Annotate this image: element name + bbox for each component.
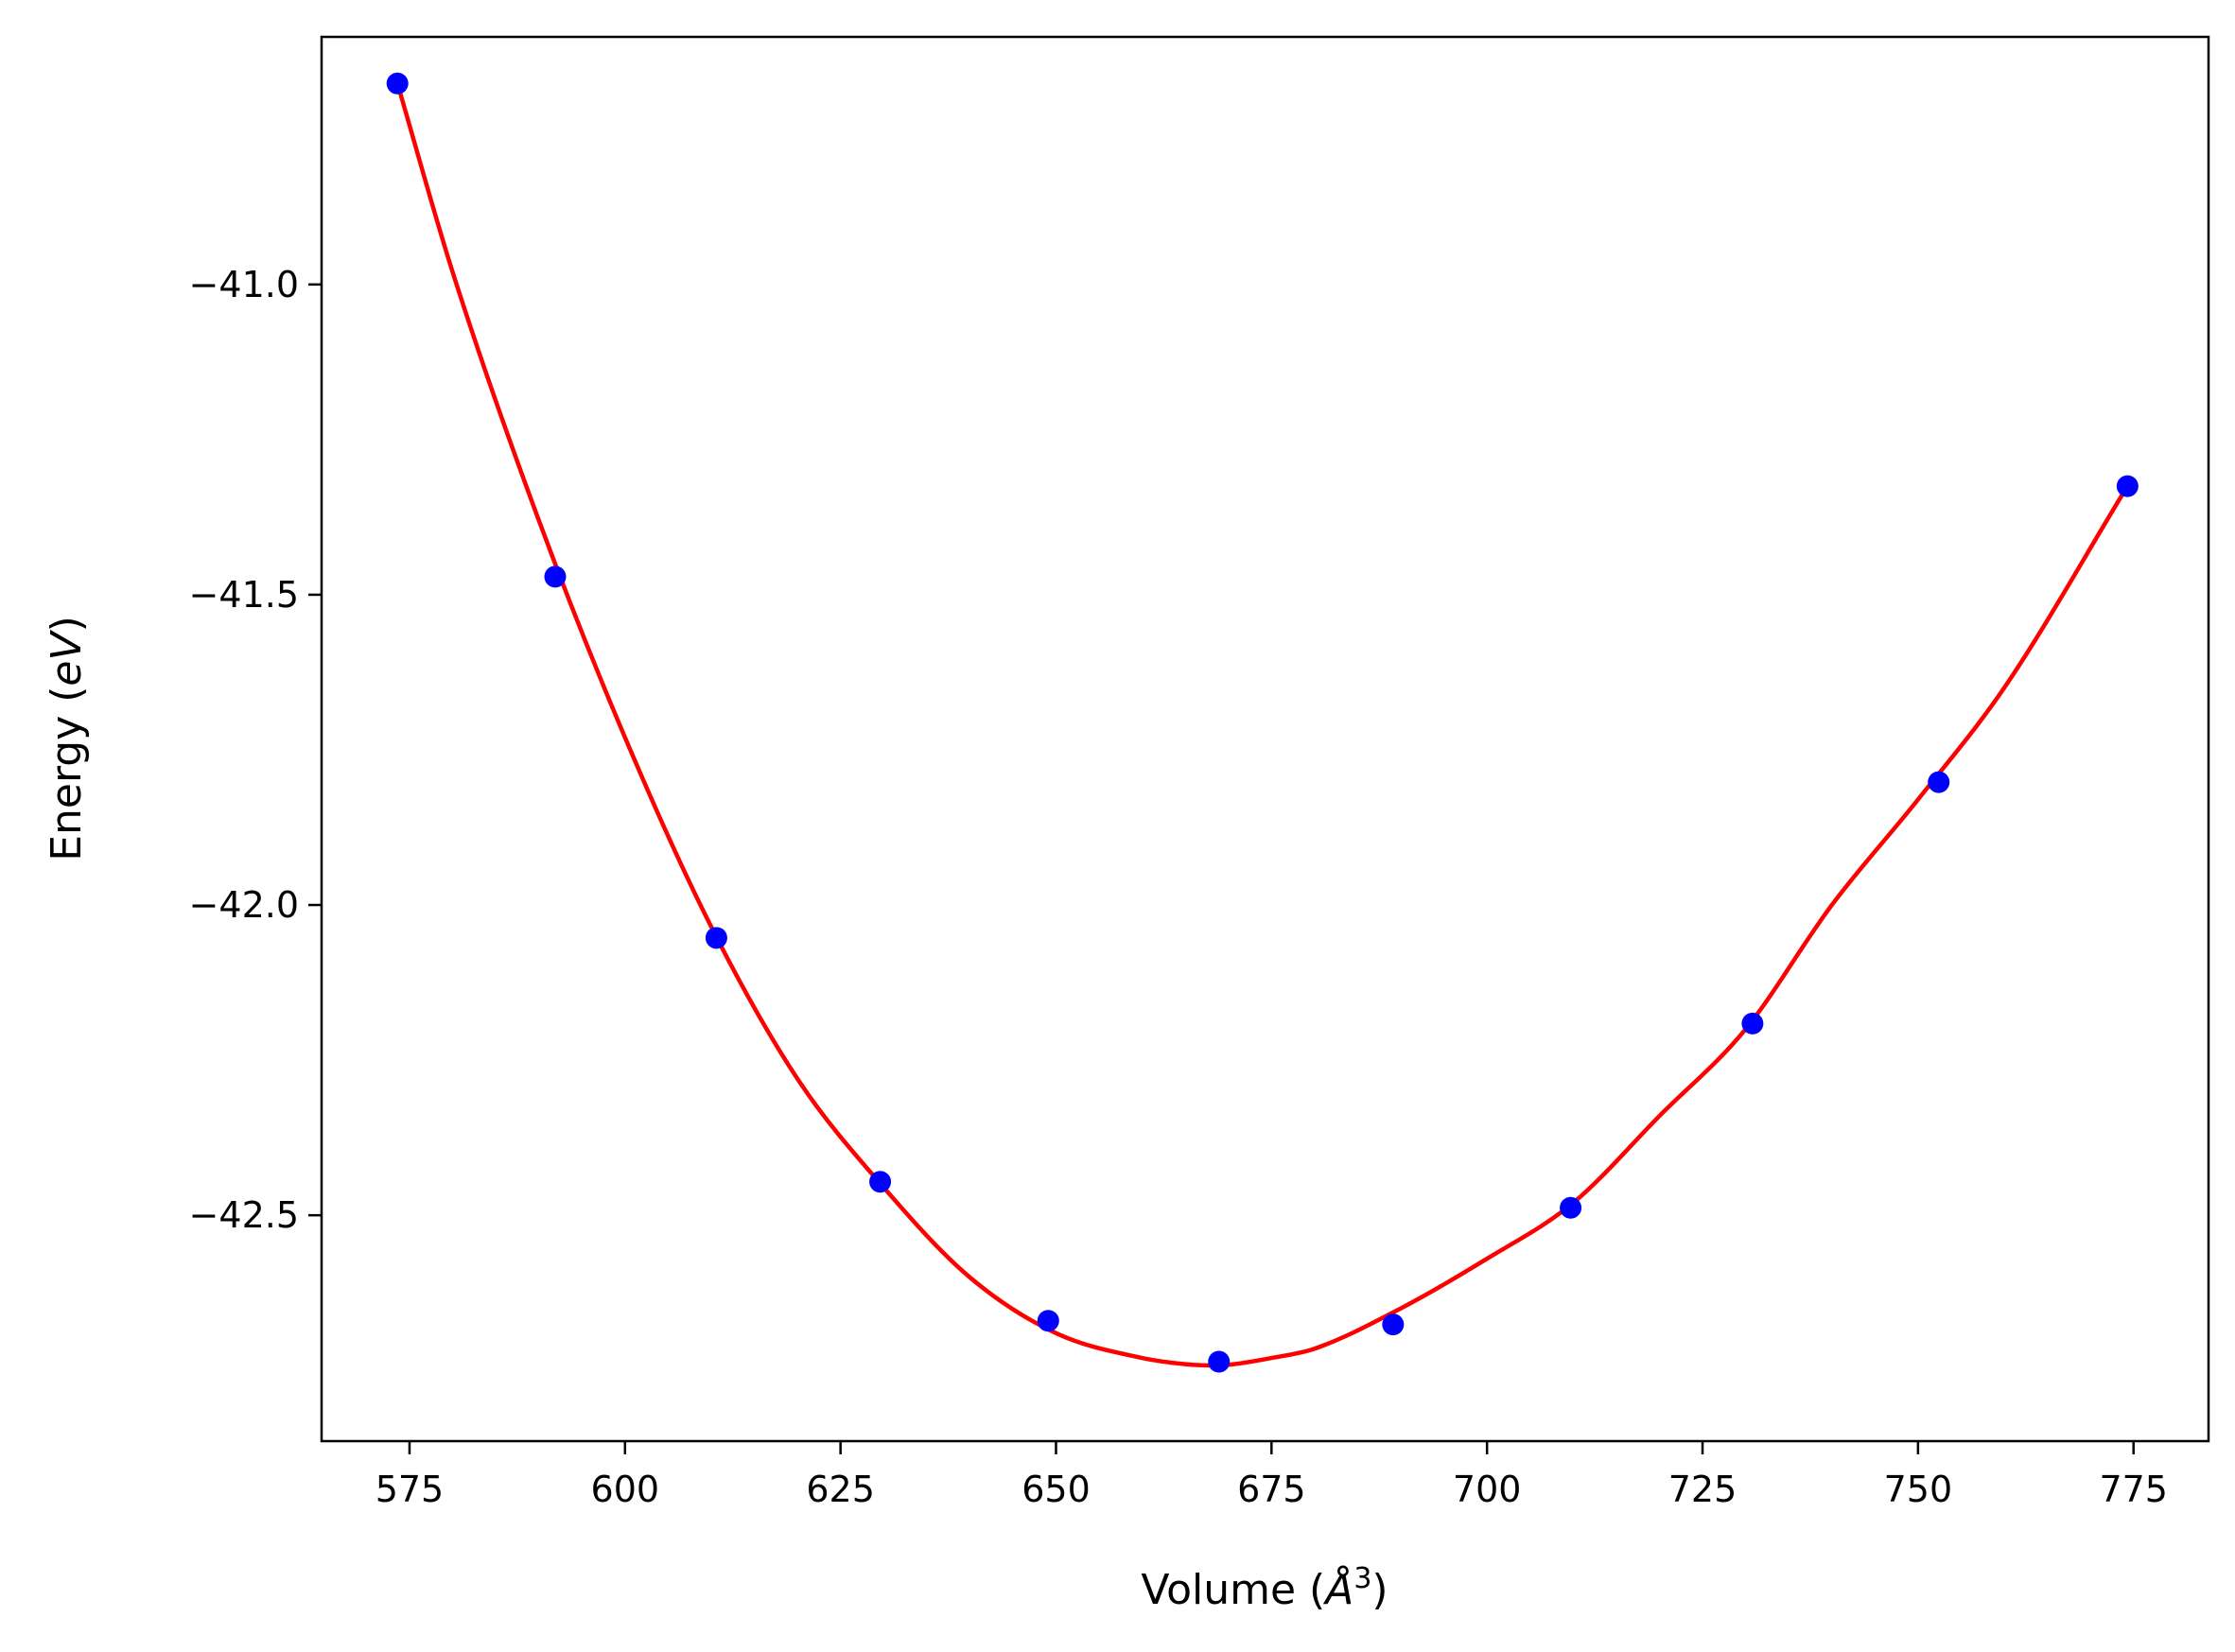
x-tick-label: 675 — [1237, 1469, 1306, 1510]
x-tick-label: 625 — [806, 1469, 875, 1510]
data-point — [1928, 771, 1950, 793]
y-tick-label: −42.0 — [189, 884, 299, 926]
axes-frame — [320, 35, 2210, 1443]
data-point — [2116, 475, 2139, 497]
data-point — [1037, 1310, 1059, 1332]
data-point — [386, 72, 409, 95]
y-axis: −41.0 −41.5 −42.0 −42.5 — [189, 264, 322, 1236]
x-axis-label: Volume (Å3) — [1141, 1562, 1388, 1615]
data-point — [544, 565, 567, 588]
y-axis-label: Energy (eV) — [43, 616, 91, 861]
y-tick-label: −41.0 — [189, 264, 299, 305]
data-point — [1560, 1196, 1582, 1219]
x-tick-label: 600 — [591, 1469, 660, 1510]
data-point — [705, 927, 727, 949]
y-tick-label: −41.5 — [189, 574, 299, 616]
data-point — [1741, 1012, 1764, 1035]
data-point — [1208, 1350, 1231, 1373]
x-tick-label: 700 — [1453, 1469, 1522, 1510]
x-tick-label: 575 — [375, 1469, 445, 1510]
x-tick-label: 650 — [1021, 1469, 1091, 1510]
plot-area — [386, 72, 2139, 1373]
x-tick-label: 750 — [1884, 1469, 1953, 1510]
y-tick-label: −42.5 — [189, 1194, 299, 1236]
x-tick-label: 725 — [1668, 1469, 1737, 1510]
data-point — [1382, 1313, 1405, 1336]
x-tick-label: 775 — [2099, 1469, 2168, 1510]
x-axis: 575 600 625 650 675 700 725 750 775 — [375, 1441, 2168, 1510]
data-point — [869, 1171, 892, 1193]
